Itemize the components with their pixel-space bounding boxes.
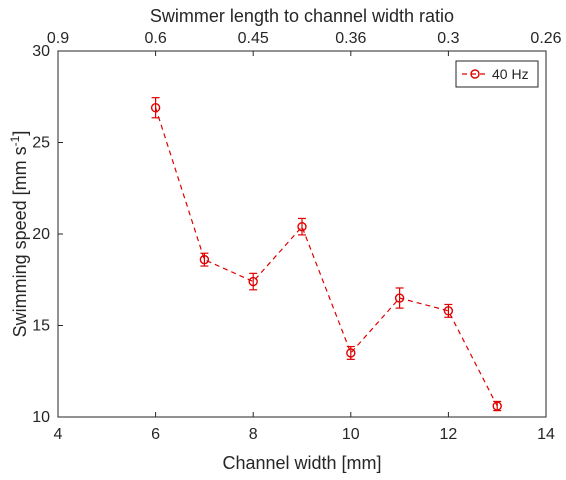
legend-box xyxy=(455,60,539,88)
x-axis-label: Channel width [mm] xyxy=(222,453,381,473)
top-x-tick-label: 0.3 xyxy=(437,30,459,47)
series-line xyxy=(155,107,498,407)
data-point xyxy=(492,401,502,411)
data-point xyxy=(394,293,405,303)
y-tick-label: 30 xyxy=(32,43,50,60)
top-x-tick-label: 0.9 xyxy=(47,30,69,47)
top-x-tick-label: 0.26 xyxy=(530,30,561,47)
x-tick-label: 10 xyxy=(342,426,360,443)
x-tick-label: 4 xyxy=(54,426,63,443)
y-axis-label-end: ] xyxy=(10,131,30,136)
x-tick-label: 14 xyxy=(537,426,555,443)
x-tick-label: 8 xyxy=(249,426,258,443)
y-tick-label: 15 xyxy=(32,318,50,335)
y-axis-label-sup: -1 xyxy=(8,135,22,146)
data-point xyxy=(150,103,161,113)
top-x-axis-label: Swimmer length to channel width ratio xyxy=(150,6,454,26)
top-x-tick-label: 0.6 xyxy=(144,30,166,47)
x-tick-label: 6 xyxy=(151,426,160,443)
legend-label: 40 Hz xyxy=(492,66,529,82)
top-x-tick-label: 0.36 xyxy=(335,30,366,47)
y-tick-label: 20 xyxy=(32,226,50,243)
y-axis-label: Swimming speed [mm s-1] xyxy=(8,131,30,338)
y-axis-label-main: Swimming speed [mm s xyxy=(10,146,30,337)
legend-marker-sample xyxy=(470,69,480,79)
data-point xyxy=(248,276,258,287)
data-point xyxy=(443,306,454,316)
y-tick-label: 25 xyxy=(32,135,50,152)
x-tick-label: 12 xyxy=(440,426,458,443)
top-x-tick-label: 0.45 xyxy=(238,30,269,47)
data-point xyxy=(346,348,356,358)
y-tick-label: 10 xyxy=(32,409,50,426)
data-point xyxy=(297,221,307,232)
data-point xyxy=(199,254,210,265)
